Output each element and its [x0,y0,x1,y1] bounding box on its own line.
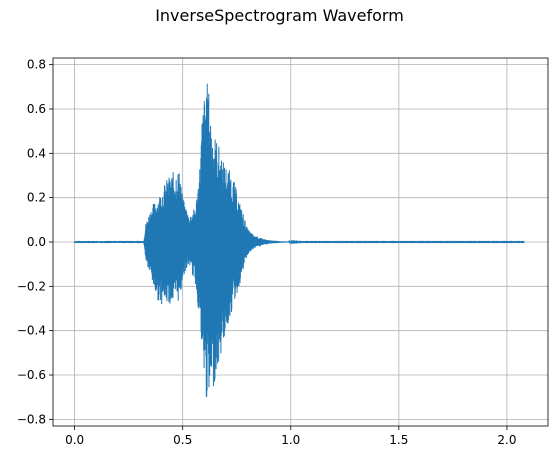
x-tick-label-3: 1.5 [389,433,408,447]
x-tick-label-1: 0.5 [173,433,192,447]
chart-title: InverseSpectrogram Waveform [155,6,404,25]
waveform-line [74,83,525,398]
y-tick-label-2: −0.4 [17,324,46,338]
y-tick-label-0: −0.8 [17,412,46,426]
x-tick-label-4: 2.0 [497,433,516,447]
y-tick-label-5: 0.2 [27,191,46,205]
y-tick-label-8: 0.8 [27,58,46,72]
y-tick-label-4: 0.0 [27,235,46,249]
y-tick-label-3: −0.2 [17,279,46,293]
y-tick-label-7: 0.6 [27,102,46,116]
x-tick-label-0: 0.0 [65,433,84,447]
y-tick-label-6: 0.4 [27,146,46,160]
x-tick-label-2: 1.0 [281,433,300,447]
y-tick-label-1: −0.6 [17,368,46,382]
